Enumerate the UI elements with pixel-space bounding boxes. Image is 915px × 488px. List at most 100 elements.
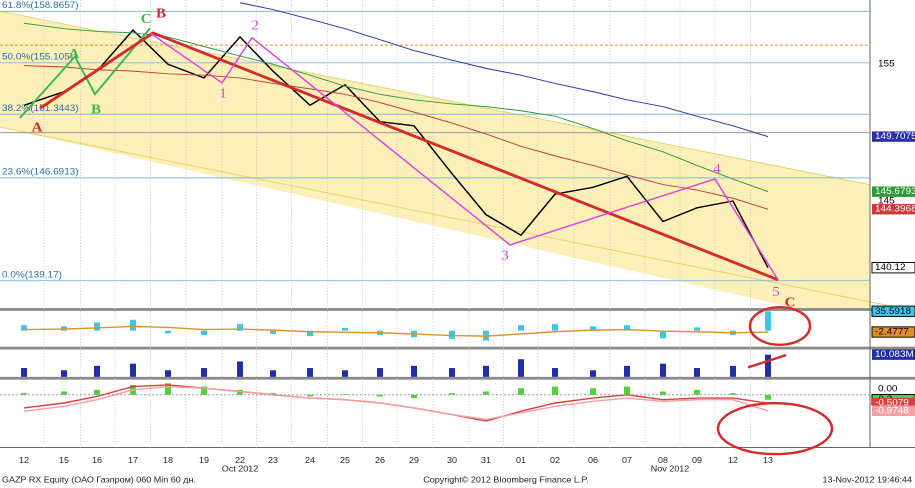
value-box: [872, 204, 915, 215]
bar: [624, 325, 630, 331]
bar: [165, 370, 171, 377]
bar: [377, 368, 383, 377]
footer-right: 13-Nov-2012 19:46:44: [823, 475, 913, 485]
wave-label: C: [141, 11, 152, 27]
value-box: [872, 397, 915, 409]
bar: [449, 330, 455, 339]
channel: [0, 11, 870, 310]
x-tick-label: 29: [409, 455, 419, 465]
wave-label: C: [785, 295, 796, 311]
x-tick-label: 12: [728, 455, 738, 465]
x-tick-label: 13: [763, 455, 773, 465]
x-tick-label: 25: [340, 455, 350, 465]
panel-separator: [0, 308, 915, 311]
value-box: [871, 326, 915, 338]
bar: [21, 368, 27, 377]
bar: [270, 393, 276, 395]
bar: [237, 324, 243, 331]
price-line: [23, 29, 769, 269]
value-box-label: 35.5918: [875, 306, 911, 317]
bar: [61, 391, 67, 395]
bar: [342, 327, 348, 331]
volume-trend: [747, 354, 787, 369]
highlight-ellipse: [748, 305, 812, 346]
wave-label: 1: [219, 86, 226, 102]
wave-label: B: [156, 6, 166, 22]
bar: [694, 327, 700, 331]
bar: [483, 365, 489, 377]
y-tick-label: 155: [878, 59, 895, 70]
channel-edge: [0, 10, 871, 186]
x-tick-label: 15: [59, 455, 69, 465]
bar: [483, 391, 489, 395]
bar: [130, 319, 136, 331]
bar: [342, 370, 348, 377]
value-box-label: -0.9748: [875, 406, 909, 417]
wave-label: 3: [501, 248, 508, 264]
bar: [660, 391, 666, 395]
bar: [270, 330, 276, 334]
value-box-label: 144.3968: [875, 204, 915, 215]
bar: [590, 370, 596, 377]
bar: [552, 368, 558, 377]
bar: [21, 393, 27, 395]
fib-label: 23.6%(146.6913): [2, 167, 79, 178]
bar: [94, 389, 100, 395]
bar: [552, 324, 558, 331]
month-label: Nov 2012: [651, 464, 690, 474]
x-tick-label: 02: [550, 455, 560, 465]
value-box-label: 145.6793: [875, 186, 915, 197]
data-layer: 61.8%(158.8657)50.0%(155.105)38.2%(151.3…: [0, 0, 870, 448]
bar: [518, 388, 524, 395]
wave-label: 4: [713, 161, 721, 177]
fib-label: 50.0%(155.105): [2, 52, 73, 63]
value-box: [872, 405, 915, 416]
bar: [624, 365, 630, 377]
month-label: Oct 2012: [222, 464, 259, 474]
bar: [94, 322, 100, 331]
value-box: [871, 305, 915, 317]
footer-left: GAZP RX Equity (ОАО Газпром) 060 Min 60 …: [2, 475, 196, 485]
wave-overlay: A B C A B C 1 2 3 4 5: [19, 6, 834, 456]
red-wave: [39, 31, 779, 282]
bar: [765, 311, 771, 331]
x-tick-label: 08: [658, 455, 668, 465]
bar: [449, 393, 455, 395]
wave-label: A: [69, 46, 80, 62]
x-tick-label: 26: [375, 455, 385, 465]
wave-label: 5: [772, 285, 779, 301]
bar: [270, 370, 276, 377]
bar: [307, 394, 313, 397]
bar: [94, 365, 100, 377]
panel-separator: [0, 376, 915, 380]
bar: [660, 363, 666, 377]
x-tick-label: 12: [19, 455, 29, 465]
bar: [411, 365, 417, 377]
wave-label: B: [91, 102, 101, 118]
bar: [624, 386, 630, 395]
value-box: [871, 262, 915, 274]
bar: [165, 383, 171, 395]
panel-separator: [0, 346, 915, 350]
indicator-line: [23, 385, 769, 421]
value-box: [872, 349, 915, 360]
green-wave: [19, 27, 151, 119]
bar: [237, 389, 243, 395]
x-tick-label: 30: [447, 455, 457, 465]
x-tick-label: 31: [481, 455, 491, 465]
bar: [660, 330, 666, 339]
bar: [21, 325, 27, 331]
y-tick-label: 0.00: [878, 384, 898, 395]
bar: [201, 386, 207, 395]
x-tick-label: 07: [622, 455, 632, 465]
bar: [307, 368, 313, 377]
fib-label: 61.8%(158.8657): [2, 0, 79, 11]
footer-center: Copyright© 2012 Bloomberg Finance L.P.: [423, 475, 588, 485]
x-tick-label: 01: [516, 455, 526, 465]
bar: [201, 330, 207, 336]
x-tick-label: 09: [692, 455, 702, 465]
bar: [694, 389, 700, 395]
bar: [590, 388, 596, 395]
